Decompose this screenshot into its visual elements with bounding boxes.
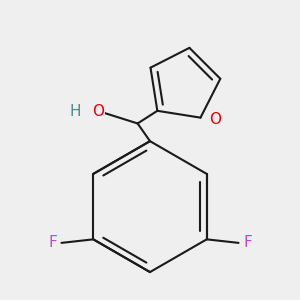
Text: F: F (48, 236, 57, 250)
Text: O: O (92, 103, 104, 118)
Text: H: H (70, 103, 81, 118)
Text: F: F (243, 236, 252, 250)
Text: O: O (209, 112, 221, 127)
